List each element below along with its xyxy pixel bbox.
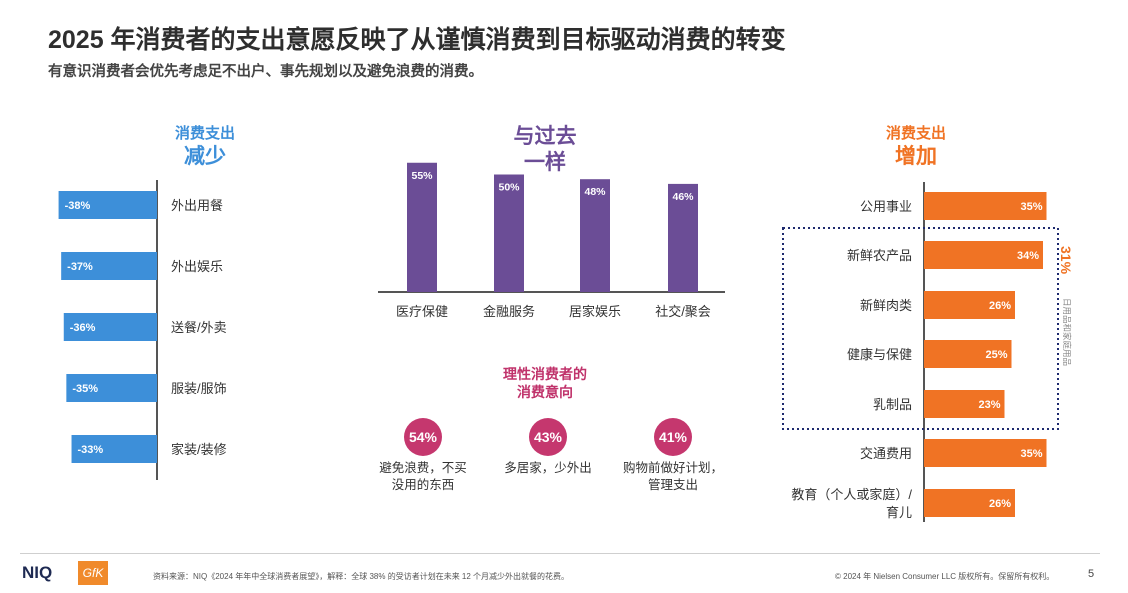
decrease-bar-label: -37% [67, 261, 93, 273]
decrease-bar [63, 313, 158, 341]
rational-value-circle: 41% [654, 418, 692, 456]
increase-category-label: 交通费用 [860, 446, 912, 461]
decrease-category-label: 外出娱乐 [171, 259, 223, 274]
same-bar-label: 55% [411, 170, 433, 182]
increase-category-label: 新鲜农产品 [847, 248, 912, 263]
group-category-label: 日用品和家庭用品 [1062, 298, 1072, 366]
increase-bar-label: 26% [989, 498, 1011, 510]
same-category-label: 金融服务 [483, 304, 535, 319]
page-subtitle: 有意识消费者会优先考虑足不出户、事先规划以及避免浪费的消费。 [48, 64, 483, 80]
same-category-label: 医疗保健 [396, 304, 448, 319]
decrease-label-big: 减少 [184, 145, 226, 168]
same-bar [580, 179, 610, 292]
rational-value-circle: 43% [529, 418, 567, 456]
rational-item-3: 41% 购物前做好计划， 管理支出 [603, 418, 743, 494]
increase-category-label: 乳制品 [873, 397, 912, 412]
rational-item-label-line2: 管理支出 [647, 478, 698, 492]
increase-category-label-line2: 育儿 [886, 505, 912, 520]
decrease-bar-label: -36% [70, 322, 96, 334]
same-category-label: 社交/聚会 [655, 304, 711, 319]
page-title: 2025 年消费者的支出意愿反映了从谨慎消费到目标驱动消费的转变 [48, 26, 786, 54]
rational-title-line2: 消费意向 [517, 384, 573, 400]
increase-bar [924, 340, 1012, 368]
same-bar [407, 162, 437, 292]
footer-divider [20, 553, 1100, 554]
decrease-bar-label: -38% [65, 200, 91, 212]
same-bar-label: 46% [672, 191, 694, 203]
increase-bar [924, 390, 1005, 418]
increase-bar-label: 25% [985, 349, 1007, 361]
rational-item-label-line1: 购物前做好计划， [622, 461, 723, 475]
increase-bar [924, 439, 1047, 467]
decrease-bar [71, 435, 157, 463]
rational-item-1: 54% 避免浪费，不买 没用的东西 [353, 418, 493, 494]
page-number: 5 [1088, 568, 1095, 580]
footer-source: 资料来源：NIQ《2024 年年中全球消费者展望》，解释：全球 38% 的受访者… [153, 572, 570, 581]
decrease-bar [61, 252, 157, 280]
decrease-category-label: 服装/服饰 [171, 381, 227, 396]
increase-bar-label: 26% [989, 300, 1011, 312]
gfk-logo: GfK [78, 561, 108, 585]
decrease-category-label: 家装/装修 [171, 442, 227, 457]
group-total-label: 31% [1058, 246, 1074, 275]
same-bar [668, 183, 698, 292]
decrease-label-small: 消费支出 [174, 125, 235, 142]
increase-bar [924, 241, 1043, 269]
decrease-bar-label: -35% [72, 383, 98, 395]
decrease-bar-label: -33% [78, 444, 104, 456]
increase-category-label: 公用事业 [860, 199, 912, 214]
increase-bar-label: 34% [1017, 250, 1039, 262]
decrease-category-label: 外出用餐 [171, 198, 223, 213]
decrease-bar [58, 191, 157, 219]
rational-item-2: 43% 多居家，少外出 [478, 418, 618, 477]
decrease-category-label: 送餐/外卖 [171, 320, 227, 335]
same-bar-label: 50% [498, 182, 520, 194]
same-label-line1: 与过去 [513, 125, 577, 148]
increase-category-label: 新鲜肉类 [860, 298, 912, 313]
increase-bar-label: 35% [1020, 201, 1042, 213]
same-bar-label: 48% [584, 186, 606, 198]
increase-bar [924, 291, 1015, 319]
increase-label-big: 增加 [895, 145, 937, 168]
decrease-bar [66, 374, 157, 402]
increase-bar [924, 192, 1047, 220]
rational-item-label-line1: 避免浪费，不买 [379, 461, 467, 475]
footer-copyright: © 2024 年 Nielsen Consumer LLC 版权所有。保留所有权… [835, 572, 1055, 581]
grouped-box [782, 227, 1059, 430]
rational-title: 理性消费者的 消费意向 [470, 365, 620, 401]
rational-value-circle: 54% [404, 418, 442, 456]
increase-category-label: 健康与保健 [847, 347, 912, 362]
increase-bar-label: 23% [978, 399, 1000, 411]
rational-item-label-line2: 没用的东西 [391, 478, 455, 492]
rational-title-line1: 理性消费者的 [503, 366, 587, 382]
increase-label-small: 消费支出 [885, 125, 946, 142]
same-bar [494, 174, 524, 292]
increase-category-label: 教育（个人或家庭）/ [791, 487, 912, 502]
increase-bar-label: 35% [1020, 448, 1042, 460]
same-label-line2: 一样 [524, 151, 566, 174]
niq-logo: NIQ [22, 563, 53, 582]
same-category-label: 居家娱乐 [569, 304, 621, 319]
increase-bar [924, 489, 1015, 517]
rational-item-label-line1: 多居家，少外出 [504, 461, 592, 475]
